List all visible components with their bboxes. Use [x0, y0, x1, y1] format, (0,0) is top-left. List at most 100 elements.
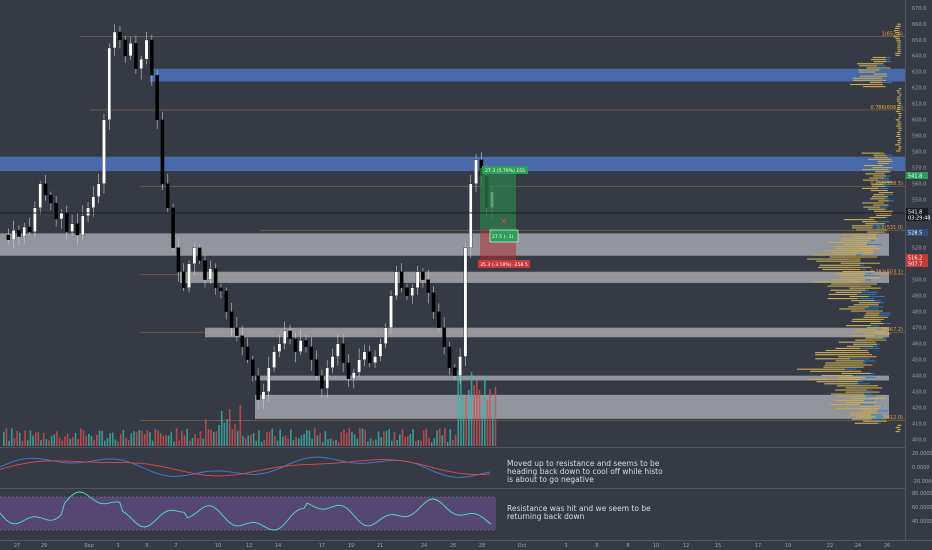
volume-bar [460, 377, 462, 446]
vp-bar-up [840, 237, 878, 239]
volume-bars [3, 371, 497, 446]
vp-bar-up [861, 187, 879, 189]
vp-bar-up [807, 379, 861, 381]
volume-bar [101, 430, 103, 446]
volume-bar [398, 434, 401, 446]
candle-body [118, 31, 122, 41]
vp-bar-up [876, 214, 892, 216]
candle-body [346, 362, 351, 380]
vp-bar-up [870, 198, 885, 200]
vp-bar-up [844, 219, 875, 221]
volume-bar [114, 439, 117, 446]
vp-bar-up [821, 374, 853, 377]
candle-body [65, 212, 69, 232]
volume-bar [181, 430, 183, 446]
time-tick-label: 24 [421, 543, 427, 549]
volume-bar [26, 440, 29, 446]
vp-bar-up [896, 100, 900, 102]
candle-body [336, 343, 340, 357]
vp-bar-up [873, 61, 887, 63]
candle-body [447, 346, 452, 368]
candle-body [96, 183, 101, 197]
vp-bar-up [852, 79, 887, 81]
candle-body [261, 391, 266, 400]
time-tick-label: 17 [319, 543, 325, 549]
volume-bar [247, 435, 250, 446]
vp-bar-up [848, 335, 876, 337]
vp-bar-up [834, 246, 877, 248]
volume-bar [329, 438, 332, 446]
position-stop-pill [478, 260, 530, 268]
vp-bar-up [872, 167, 893, 169]
time-tick-label: 10 [215, 543, 221, 549]
vp-bar-up [835, 248, 880, 250]
volume-bar [135, 432, 138, 446]
volume-bar [32, 435, 34, 446]
candle-body [27, 226, 32, 232]
time-axis: 27 29 Sep 3 5 7 10 12 14 17 19 21 24 26 28 Oct 3 5 8 10 12 15… [14, 543, 890, 549]
candle-body [150, 39, 154, 76]
volume-bar [162, 435, 165, 446]
rsi-line [0, 491, 492, 531]
price-tick-label: 630.0 [912, 70, 926, 76]
vp-bar-up [852, 77, 883, 79]
volume-bar [422, 430, 425, 446]
price-zone-support [255, 394, 889, 419]
volume-bar [425, 428, 428, 446]
volume-bar [438, 428, 441, 446]
vp-bar-up [815, 358, 850, 360]
volume-bar [412, 429, 414, 446]
vp-bar-up [896, 34, 901, 36]
long-position-tool[interactable]: 27.3 (5.79%) 155 27.5 (-.1) 35.3 (-3.19%… [478, 166, 530, 268]
vp-bar-up [863, 86, 886, 88]
candle-body [431, 292, 436, 312]
vp-bar-up [841, 239, 871, 241]
time-tick-label: 21 [377, 543, 383, 549]
vp-bar-up [869, 81, 882, 83]
volume-bar [393, 431, 396, 446]
macd-panel-bg [0, 447, 905, 488]
vp-bar-up [895, 119, 900, 121]
rsi-panel: 80.0000 60.0000 40.0000 [0, 488, 932, 531]
vp-bar-up [819, 264, 860, 266]
candle-body [43, 183, 48, 196]
vp-bar-up [829, 403, 860, 406]
volume-bar [337, 441, 340, 446]
volume-bar [220, 410, 223, 446]
volume-bar [88, 433, 90, 446]
volume-bar [433, 438, 436, 446]
candle-body [102, 119, 106, 184]
vp-bar-up [897, 428, 901, 431]
macd-panel: 20.0000 0.0000 -20.0000 [0, 447, 932, 488]
volume-bar [90, 435, 93, 446]
vp-bar-up [875, 171, 891, 173]
vp-bar-up [872, 56, 886, 59]
vp-bar-up [849, 287, 881, 289]
candle-body [421, 271, 425, 280]
volume-bar [244, 438, 247, 446]
candle-body [128, 43, 133, 57]
vp-bar-up [837, 376, 866, 379]
volume-bar [481, 405, 483, 446]
volume-bar [234, 424, 236, 446]
volume-bar [290, 429, 292, 446]
volume-bar [324, 431, 327, 446]
candle-body [378, 343, 383, 357]
vp-bar-up [871, 196, 889, 198]
candle-body [373, 356, 377, 364]
time-tick-label: 28 [479, 543, 485, 549]
vp-bar-up [862, 179, 878, 181]
vp-bar-up [828, 293, 858, 295]
volume-bar [486, 400, 489, 446]
candle-body [134, 43, 138, 69]
price-tick-label: 460.0 [912, 341, 926, 347]
volume-bar [303, 433, 305, 446]
candle-body [251, 359, 255, 376]
volume-bar [13, 438, 16, 446]
vp-bar-up [898, 146, 902, 148]
volume-bar [406, 436, 409, 446]
candle-body [197, 247, 202, 261]
volume-bar [40, 440, 42, 446]
